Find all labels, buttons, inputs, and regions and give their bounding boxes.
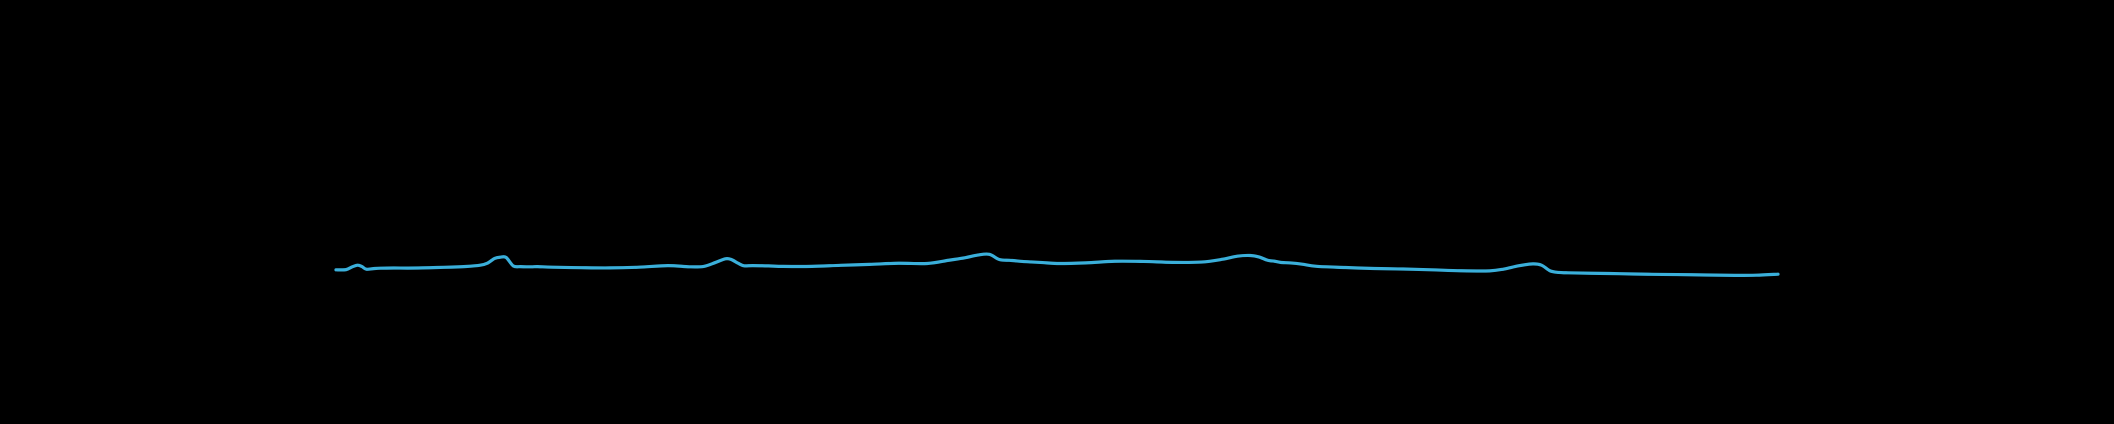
series-0-point-75 bbox=[1488, 270, 1490, 272]
series-0-point-68 bbox=[1301, 263, 1303, 265]
series-0-point-85 bbox=[1618, 272, 1620, 274]
series-0-line bbox=[334, 252, 1780, 277]
series-0-point-1 bbox=[345, 268, 347, 270]
series-0-point-91 bbox=[1777, 273, 1779, 275]
series-0-point-27 bbox=[638, 266, 640, 268]
series-0-point-46 bbox=[976, 254, 978, 256]
series-0-point-79 bbox=[1540, 264, 1542, 266]
series-0-point-6 bbox=[372, 267, 374, 269]
series-0-point-55 bbox=[1085, 262, 1087, 264]
series-0-point-44 bbox=[948, 259, 950, 261]
series-0-point-59 bbox=[1200, 261, 1202, 263]
series-0-point-65 bbox=[1274, 260, 1276, 262]
series-0-point-21 bbox=[525, 266, 527, 268]
series-0-point-70 bbox=[1344, 266, 1346, 268]
series-0-point-78 bbox=[1532, 263, 1534, 265]
series-0-point-62 bbox=[1249, 254, 1251, 256]
series-0-point-35 bbox=[743, 265, 745, 267]
series-0-point-20 bbox=[519, 265, 521, 267]
series-0-point-43 bbox=[926, 262, 928, 264]
series-0-point-54 bbox=[1056, 262, 1058, 264]
series-0-point-8 bbox=[392, 267, 394, 269]
series-0-point-86 bbox=[1647, 273, 1649, 275]
series-0-point-60 bbox=[1222, 258, 1224, 260]
series-0-point-13 bbox=[465, 265, 467, 267]
series-0-point-77 bbox=[1517, 265, 1519, 267]
series-0-point-82 bbox=[1565, 272, 1567, 274]
series-0-point-52 bbox=[1030, 261, 1032, 263]
series-0-point-61 bbox=[1236, 255, 1238, 257]
series-0-point-3 bbox=[356, 264, 358, 266]
series-0-point-23 bbox=[537, 265, 539, 267]
series-0-point-26 bbox=[609, 267, 611, 269]
series-0-point-25 bbox=[580, 267, 582, 269]
series-0-point-90 bbox=[1755, 274, 1757, 276]
series-0-point-71 bbox=[1373, 267, 1375, 269]
series-0-point-49 bbox=[1008, 259, 1010, 261]
series-0-point-57 bbox=[1142, 260, 1144, 262]
series-0-point-29 bbox=[688, 266, 690, 268]
series-0-point-51 bbox=[1021, 260, 1023, 262]
series-0-point-9 bbox=[407, 267, 409, 269]
series-0-point-12 bbox=[450, 266, 452, 268]
series-0-point-18 bbox=[505, 256, 507, 258]
series-0-point-34 bbox=[737, 262, 739, 264]
series-0-point-15 bbox=[486, 262, 488, 264]
series-0-point-36 bbox=[752, 264, 754, 266]
series-0-point-41 bbox=[868, 263, 870, 265]
series-0-point-67 bbox=[1289, 262, 1291, 264]
series-0-point-58 bbox=[1171, 261, 1173, 263]
series-0-point-16 bbox=[493, 257, 495, 259]
series-0-point-80 bbox=[1549, 270, 1551, 272]
series-0-point-53 bbox=[1041, 261, 1043, 263]
series-0-point-37 bbox=[767, 265, 769, 267]
series-0-point-38 bbox=[782, 265, 784, 267]
series-0-point-83 bbox=[1573, 272, 1575, 274]
series-0-point-5 bbox=[365, 268, 367, 270]
series-0-point-89 bbox=[1734, 274, 1736, 276]
series-0-point-4 bbox=[361, 265, 363, 267]
series-0-point-33 bbox=[730, 258, 732, 260]
series-0-point-74 bbox=[1460, 270, 1462, 272]
series-0-point-87 bbox=[1676, 273, 1678, 275]
series-0-point-47 bbox=[988, 253, 990, 255]
series-0-point-19 bbox=[512, 265, 514, 267]
series-0-point-81 bbox=[1558, 271, 1560, 273]
series-0-point-50 bbox=[1014, 260, 1016, 262]
series-0-point-24 bbox=[551, 266, 553, 268]
series-0-point-88 bbox=[1705, 274, 1707, 276]
series-0-point-30 bbox=[703, 265, 705, 267]
series-0-point-22 bbox=[531, 266, 533, 268]
series-0-point-11 bbox=[436, 266, 438, 268]
series-0-point-76 bbox=[1503, 268, 1505, 270]
series-0-point-39 bbox=[811, 265, 813, 267]
series-0-point-31 bbox=[714, 261, 716, 263]
series-0-point-56 bbox=[1113, 260, 1115, 262]
series-0-point-69 bbox=[1315, 265, 1317, 267]
series-0-point-10 bbox=[421, 267, 423, 269]
series-0-point-40 bbox=[840, 264, 842, 266]
series-0-point-28 bbox=[666, 264, 668, 266]
series-0-point-48 bbox=[998, 258, 1000, 260]
series-0-point-14 bbox=[479, 264, 481, 266]
series-0-point-32 bbox=[724, 258, 726, 260]
series-0-point-72 bbox=[1402, 268, 1404, 270]
series-0-point-84 bbox=[1589, 272, 1591, 274]
series-0-point-66 bbox=[1279, 261, 1281, 263]
series-0-point-7 bbox=[380, 267, 382, 269]
series-0-point-0 bbox=[335, 269, 337, 271]
series-0-point-63 bbox=[1258, 256, 1260, 258]
series-0-point-2 bbox=[351, 266, 353, 268]
series-0-point-45 bbox=[964, 257, 966, 259]
series-0-point-17 bbox=[499, 256, 501, 258]
series-0-point-73 bbox=[1431, 269, 1433, 271]
series-0-point-42 bbox=[897, 262, 899, 264]
series-0-point-64 bbox=[1266, 259, 1268, 261]
